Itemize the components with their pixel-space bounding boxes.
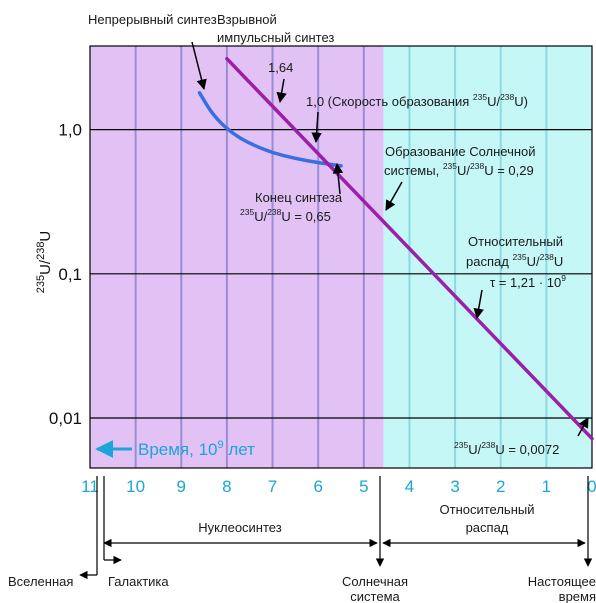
x-tick-label: 7: [268, 477, 277, 496]
x-tick-label: 1: [542, 477, 551, 496]
x-tick-label: 3: [450, 477, 459, 496]
universe-label: Вселенная: [8, 574, 73, 589]
present-label-2: время: [559, 589, 596, 603]
explosive-synthesis-label-2: импульсный синтез: [217, 30, 334, 45]
final-ratio-label: 235U/238U = 0,0072: [454, 440, 559, 457]
relative-decay-bottom-label-2: распад: [466, 520, 509, 535]
explosive-synthesis-line: [225, 57, 594, 441]
x-tick-label: 4: [405, 477, 414, 496]
value-164-arrow: [276, 78, 287, 104]
horizontal-gridlines: [90, 129, 592, 419]
galaxy-label: Галактика: [108, 574, 169, 589]
x-tick-label: 9: [177, 477, 186, 496]
continuous-synthesis-label: Непрерывный синтез: [88, 12, 217, 27]
y-axis-label: 235U/238U: [35, 231, 54, 294]
y-tick-labels: 0,01 0,1 1,0: [49, 121, 82, 428]
x-tick-label: 8: [222, 477, 231, 496]
bottom-timeline: [79, 476, 593, 580]
y-tick-label: 0,1: [58, 265, 82, 284]
solar-formation-label-1: Образование Солнечной: [385, 144, 536, 159]
solar-system-label-2: система: [350, 589, 400, 603]
x-tick-label: 2: [496, 477, 505, 496]
solar-formation-label-2: системы, 235U/238U = 0,29: [384, 161, 534, 178]
final-ratio-arrow: [577, 417, 589, 437]
end-synthesis-label-1: Конец синтеза: [255, 190, 343, 205]
solar-system-label-1: Солнечная: [342, 574, 408, 589]
vertical-gridlines: [134, 46, 548, 468]
x-tick-labels: 11 10 9 8 7 6 5 4 3 2 1 0: [81, 477, 596, 496]
y-tick-label: 0,01: [49, 409, 82, 428]
nucleosynthesis-region: [90, 46, 384, 468]
y-tick-label: 1,0: [58, 121, 82, 140]
time-axis-label: Время, 109 лет: [138, 439, 255, 459]
continuous-arrow: [191, 41, 207, 91]
x-tick-label: 6: [313, 477, 322, 496]
x-tick-label: 11: [81, 477, 99, 496]
solar-formation-arrow: [385, 181, 403, 211]
x-tick-label: 0: [587, 477, 596, 496]
end-synthesis-arrow: [332, 162, 344, 195]
relative-decay-bottom-label-1: Относительный: [440, 502, 535, 517]
relative-decay-label-3: τ = 1,21 · 109: [490, 273, 566, 290]
end-synthesis-label-2: 235U/238U = 0,65: [240, 207, 331, 224]
value-10-label: 1,0 (Скорость образования 235U/238U): [306, 92, 528, 109]
value-164-label: 1,64: [268, 60, 293, 75]
nucleosynthesis-label: Нуклеосинтез: [198, 520, 281, 535]
explosive-synthesis-label-1: Взрывной: [217, 12, 277, 27]
relative-decay-label-2: распад 235U/238U: [466, 252, 563, 269]
plot-frame: [89, 45, 593, 469]
relative-decay-label-1: Относительный: [468, 234, 563, 249]
x-tick-label: 10: [126, 477, 145, 496]
value-10-arrow: [311, 111, 322, 144]
present-label-1: Настоящее: [528, 574, 596, 589]
relative-decay-arrow: [473, 289, 484, 320]
continuous-synthesis-line: [197, 91, 343, 168]
x-tick-label: 5: [359, 477, 368, 496]
